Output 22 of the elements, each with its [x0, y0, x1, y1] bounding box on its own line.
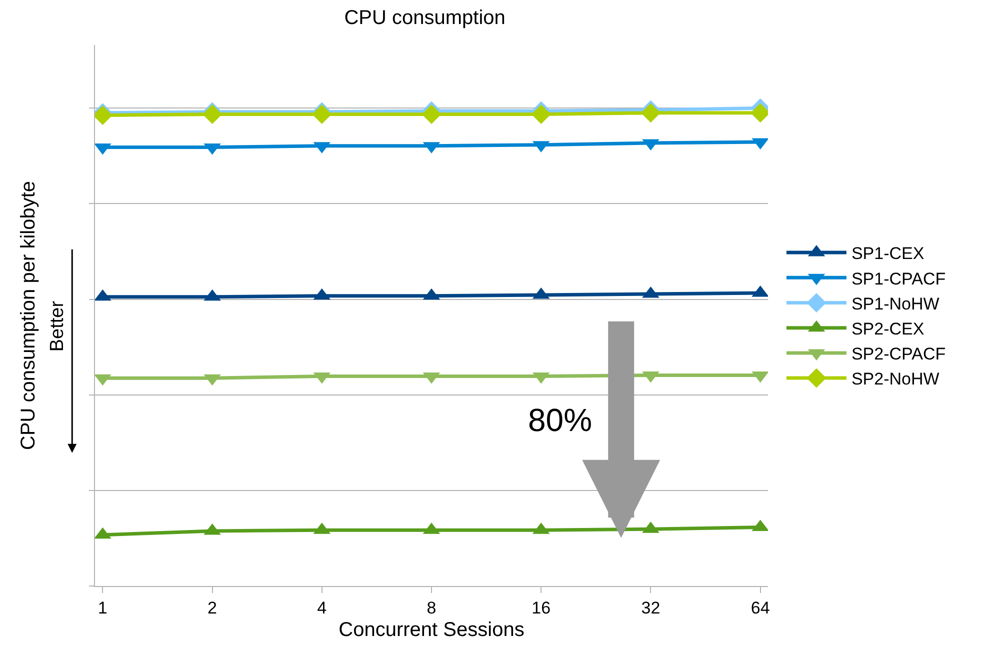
point — [422, 104, 442, 124]
x-tick-label: 32 — [641, 598, 660, 618]
legend-label: SP2-NoHW — [851, 370, 940, 389]
legend-label: SP2-CPACF — [851, 344, 946, 364]
x-tick-label: 4 — [317, 598, 327, 618]
point — [95, 527, 112, 539]
x-tick-label: 64 — [750, 598, 770, 618]
legend-label: SP1-CPACF — [851, 269, 946, 288]
y-axis-title: CPU consumption per kilobyte — [18, 180, 40, 450]
legend-label: SP2-CEX — [851, 319, 924, 338]
legend-label: SP1-CEX — [851, 244, 924, 264]
point — [531, 104, 551, 124]
x-tick-label: 16 — [532, 598, 551, 618]
legend-label: SP1-NoHW — [851, 294, 940, 314]
chart-title: CPU consumption — [344, 6, 506, 29]
x-tick-label: 1 — [98, 598, 108, 618]
annotation: 80% — [528, 402, 592, 438]
x-axis-title: Concurrent Sessions — [338, 618, 524, 641]
point — [95, 289, 112, 301]
text: Better — [46, 300, 68, 352]
x-tick-label: 2 — [208, 598, 218, 618]
x-tick-label: 8 — [426, 598, 436, 618]
